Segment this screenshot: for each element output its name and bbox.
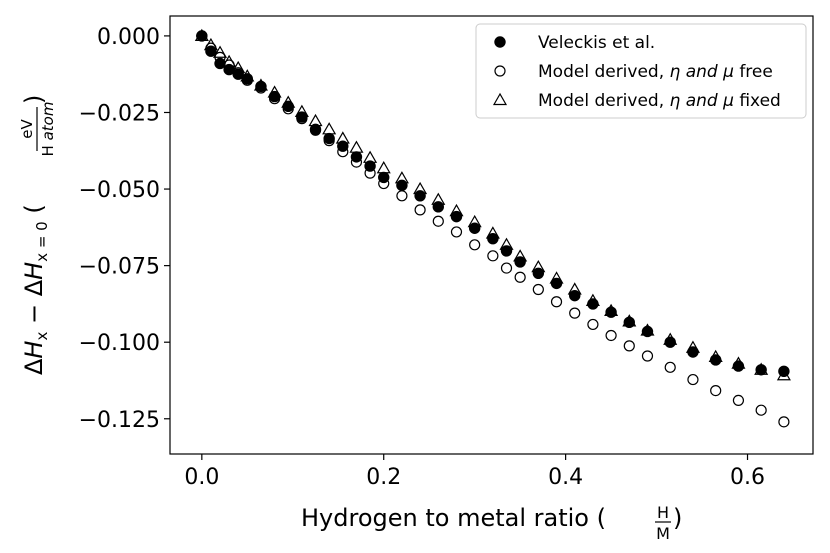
series-0-point [487, 232, 499, 245]
y-tick-label: −0.075 [79, 255, 160, 280]
series-0-point [282, 100, 294, 113]
y-tick-label: 0.000 [97, 25, 160, 50]
y-ticks: 0.000 −0.025 −0.050 −0.075 −0.100 −0.125 [79, 25, 170, 433]
series-0-point [205, 45, 217, 57]
legend-entry-2-prefix: Model derived, [538, 91, 670, 111]
legend-entry-2-suffix: fixed [734, 91, 781, 111]
series-0-point [532, 267, 545, 279]
x-axis-label-frac-num: H [657, 503, 669, 522]
series-1 [196, 30, 790, 428]
x-axis-label-frac-den: M [656, 524, 670, 543]
series-1-point [550, 296, 563, 308]
legend-entry-1-italic: η and μ [670, 62, 735, 82]
series-0-point [396, 179, 408, 192]
series-0-point [605, 306, 617, 318]
series-1-point [569, 307, 581, 319]
legend-entry-2-marker [492, 92, 508, 106]
series-0-point [255, 80, 267, 93]
series-0-point [514, 256, 526, 268]
series-0-point [755, 364, 767, 376]
series-0-point [623, 316, 635, 328]
series-0-point [500, 245, 513, 257]
y-axis-label-close: ) [20, 95, 48, 104]
x-tick-label: 0.6 [730, 465, 765, 490]
series-1-point [450, 226, 463, 238]
series-1-point [623, 340, 635, 352]
series-0-point [687, 346, 699, 358]
series-1-point [432, 215, 444, 227]
series-0-point [309, 123, 322, 136]
x-axis-label: Hydrogen to metal ratio ( H M ) [301, 503, 682, 543]
legend-entry-0-marker [494, 36, 506, 48]
series-1-point [778, 416, 790, 428]
series-1-point [414, 204, 426, 216]
series-0-point [732, 360, 745, 372]
x-tick-label: 0.4 [548, 465, 583, 490]
series-0-point [709, 354, 722, 366]
series-0-point [337, 140, 349, 152]
series-0-point [232, 68, 244, 80]
series-0-point [323, 132, 335, 145]
legend-frame [475, 23, 807, 119]
legend-entry-1-text: Model derived, η and μ free [538, 62, 773, 82]
series-0-point [214, 57, 226, 70]
y-axis-label-frac-num: eV [18, 119, 36, 139]
series-1-point [755, 404, 767, 416]
series-1-point [500, 262, 513, 274]
series-0-point [364, 160, 376, 172]
legend: Veleckis et al. Model derived, η and μ f… [475, 23, 807, 119]
series-0 [196, 30, 790, 378]
legend-entry-0-text: Veleckis et al. [538, 33, 655, 53]
x-axis-label-main: Hydrogen to metal ratio ( [301, 504, 606, 532]
series-1-point [469, 239, 481, 251]
series-1-point [487, 250, 499, 262]
series-0-point [196, 30, 208, 42]
y-axis-label: ΔHx − ΔHx = 0 ( eV H atom ) [18, 95, 57, 375]
series-0-point [641, 325, 654, 338]
series-0-point [450, 210, 463, 223]
series-0-point [414, 190, 426, 202]
series-1-point [587, 318, 599, 331]
x-ticks: 0.0 0.2 0.4 0.6 [184, 454, 765, 490]
y-tick-label: −0.100 [79, 331, 160, 356]
series-layer [194, 28, 791, 428]
series-0-point [550, 277, 563, 290]
series-1-point [687, 373, 699, 386]
series-1-point [641, 350, 654, 362]
series-0-point [350, 151, 363, 163]
legend-entry-2-italic: η and μ [670, 91, 735, 111]
y-axis-label-text: ΔHx − ΔHx = 0 ( [20, 204, 51, 375]
legend-entry-1-prefix: Model derived, [538, 62, 670, 82]
y-tick-label: −0.125 [79, 408, 160, 433]
series-0-point [569, 289, 581, 302]
series-0-point [664, 336, 676, 348]
series-0-point [223, 63, 235, 76]
series-1-point [605, 329, 617, 342]
series-0-point [432, 201, 444, 213]
series-1-point [664, 361, 676, 373]
series-1-point [532, 283, 544, 296]
legend-entry-1-suffix: free [734, 62, 773, 82]
x-tick-label: 0.2 [366, 465, 401, 490]
series-2-point [212, 45, 228, 58]
legend-entry-1-marker [494, 65, 506, 77]
series-0-point [241, 73, 254, 85]
x-tick-label: 0.0 [184, 465, 219, 490]
y-axis-label-frac-den: H atom [39, 102, 57, 157]
series-0-point [587, 298, 599, 310]
series-0-point [778, 365, 790, 378]
series-1-point [514, 271, 526, 283]
series-0-point [296, 111, 308, 123]
series-0-point [268, 90, 281, 103]
legend-entry-2-text: Model derived, η and μ fixed [538, 91, 781, 111]
y-tick-label: −0.025 [79, 101, 160, 126]
series-0-point [378, 171, 390, 184]
y-tick-label: −0.050 [79, 178, 160, 203]
series-0-point [468, 222, 481, 234]
legend-markers [492, 36, 508, 106]
series-1-point [732, 394, 745, 406]
series-1-point [710, 384, 722, 397]
x-axis-label-close: ) [673, 504, 682, 532]
